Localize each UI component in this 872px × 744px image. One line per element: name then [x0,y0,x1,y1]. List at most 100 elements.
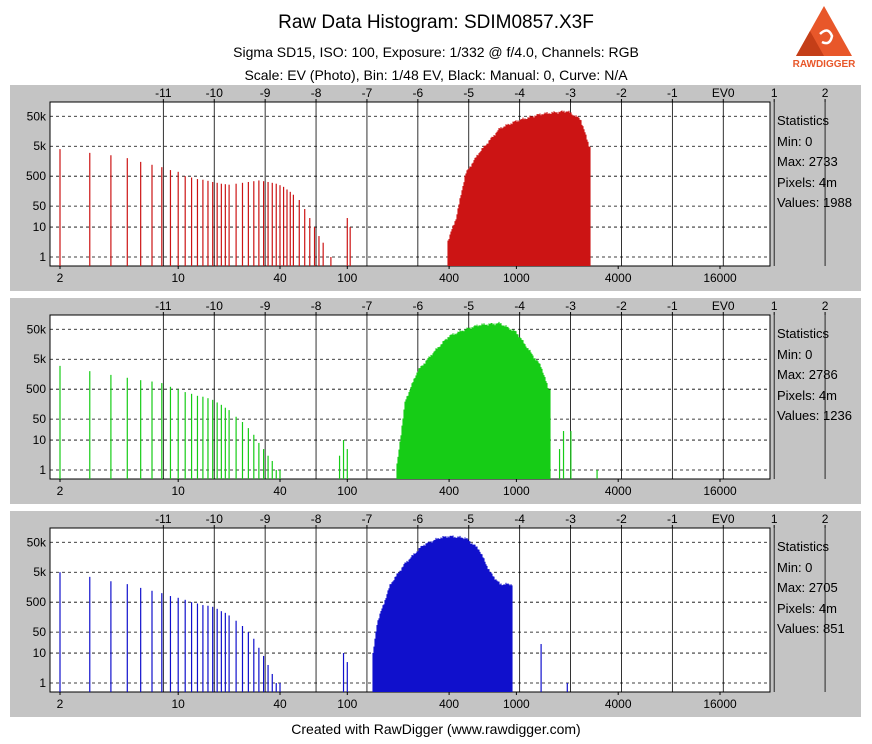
stats-values: Values: 851 [777,621,845,636]
histogram-plot-blue: 50k 5k 500 50 10 1 -11 -10 -9 -8 -7 -6 -5 -4 -3 -2 -1 EV0… [26,512,829,711]
top-axis-label: -10 [206,512,224,526]
top-axis-label: -10 [206,299,224,313]
top-axis-label: -5 [463,512,474,526]
top-axis-label: -11 [155,512,172,526]
y-tick-label: 500 [26,595,46,609]
top-axis-label: -2 [616,299,627,313]
stats-values: Values: 1988 [777,195,852,210]
top-axis-label: -1 [667,512,678,526]
top-axis-label: EV0 [712,86,735,100]
y-tick-label: 5k [33,139,47,153]
bottom-axis-label: 400 [439,484,459,498]
bottom-axis-label: 400 [439,271,459,285]
bottom-axis-label: 10 [172,271,186,285]
chart-title: Raw Data Histogram: SDIM0857.X3F [278,12,594,33]
stats-max: Max: 2786 [777,367,838,382]
y-tick-label: 1 [39,676,46,690]
y-tick-label: 50 [33,412,47,426]
histogram-plot-red: 50k 5k 500 50 10 1 -11 -10 -9 -8 -7 -6 -5 -4 -3 -2 -1 EV0… [26,86,829,285]
stats-pixels: Pixels: 4m [777,174,837,190]
bottom-axis-label: 100 [337,271,357,285]
histogram-panel-red: 50k 5k 500 50 10 1 -11 -10 -9 -8 -7 -6 -5 -4 -3 -2 -1 EV0… [10,85,861,291]
stats-max: Max: 2705 [777,580,838,595]
y-tick-label: 50 [33,199,47,213]
top-axis-label: 1 [771,86,778,100]
y-tick-label: 1 [39,250,46,264]
bottom-axis-label: 16000 [703,697,737,711]
logo-triangle-shade [796,6,824,56]
bottom-axis-label: 400 [439,697,459,711]
top-axis-label: -7 [362,86,373,100]
top-axis-label: -2 [616,512,627,526]
bottom-axis-label: 10 [172,484,186,498]
bottom-axis-label: 4000 [605,271,632,285]
bottom-axis-label: 10 [172,697,186,711]
top-axis-label: -7 [362,512,373,526]
top-axis-label: 1 [771,299,778,313]
y-tick-label: 10 [33,433,47,447]
top-axis-label: -4 [514,512,525,526]
stats-heading: Statistics [777,113,830,128]
stats-min: Min: 0 [777,133,813,149]
histogram-panel-green: 50k 5k 500 50 10 1 -11 -10 -9 -8 -7 -6 -5 -4 -3 -2 -1 EV0… [10,298,861,504]
bottom-axis-label: 2 [57,697,64,711]
top-axis-label: -6 [413,512,424,526]
top-axis-label: -3 [565,512,576,526]
top-axis-label: -8 [311,512,322,526]
top-axis-label: -1 [667,86,678,100]
top-axis-label: -11 [155,299,172,313]
stats-heading: Statistics [777,539,830,554]
top-axis-label: EV0 [712,299,735,313]
y-tick-label: 500 [26,169,46,183]
stats-box-blue: Statistics Min: 0 Max: 2705 Pixels: 4m V… [777,537,845,640]
top-axis-label: -9 [260,512,271,526]
y-tick-label: 10 [33,220,47,234]
stats-pixels: Pixels: 4m [777,600,837,616]
top-axis-label: -6 [413,299,424,313]
bottom-axis-label: 4000 [605,697,632,711]
top-axis-label: -3 [565,299,576,313]
top-axis-label: -9 [260,86,271,100]
bottom-axis-label: 1000 [503,697,530,711]
bottom-axis-label: 2 [57,484,64,498]
top-axis-label: 1 [771,512,778,526]
top-axis-label: -7 [362,299,373,313]
stats-min: Min: 0 [777,346,813,362]
y-tick-label: 50 [33,625,47,639]
footer-credit: Created with RawDigger (www.rawdigger.co… [291,721,581,737]
top-axis-label: -3 [565,86,576,100]
stats-box-green: Statistics Min: 0 Max: 2786 Pixels: 4m V… [777,324,852,427]
scale-info: Scale: EV (Photo), Bin: 1/48 EV, Black: … [244,67,628,83]
bottom-axis-label: 2 [57,271,64,285]
y-tick-label: 5k [33,565,47,579]
logo-mark [819,29,834,45]
bottom-axis-label: 1000 [503,271,530,285]
top-axis-label: -10 [206,86,224,100]
bottom-axis-label: 16000 [703,484,737,498]
top-axis-label: -9 [260,299,271,313]
top-axis-label: -2 [616,86,627,100]
top-axis-label: EV0 [712,512,735,526]
stats-box-red: Statistics Min: 0 Max: 2733 Pixels: 4m V… [777,111,852,214]
bottom-axis-label: 40 [273,484,287,498]
logo-text: RAWDIGGER [793,59,857,70]
y-tick-label: 10 [33,646,47,660]
top-axis-label: -5 [463,299,474,313]
top-axis-label: -1 [667,299,678,313]
y-tick-label: 50k [27,322,47,336]
stats-max: Max: 2733 [777,154,838,169]
y-tick-label: 50k [27,535,47,549]
top-axis-label: 2 [822,299,829,313]
top-axis-label: -5 [463,86,474,100]
bottom-axis-label: 100 [337,484,357,498]
y-tick-label: 5k [33,352,47,366]
y-tick-label: 1 [39,463,46,477]
y-tick-label: 50k [27,109,47,123]
top-axis-label: 2 [822,512,829,526]
top-axis-label: -4 [514,86,525,100]
stats-heading: Statistics [777,326,830,341]
top-axis-label: -6 [413,86,424,100]
top-axis-label: -8 [311,299,322,313]
rawdigger-logo: RAWDIGGER [793,6,857,70]
bottom-axis-label: 16000 [703,271,737,285]
